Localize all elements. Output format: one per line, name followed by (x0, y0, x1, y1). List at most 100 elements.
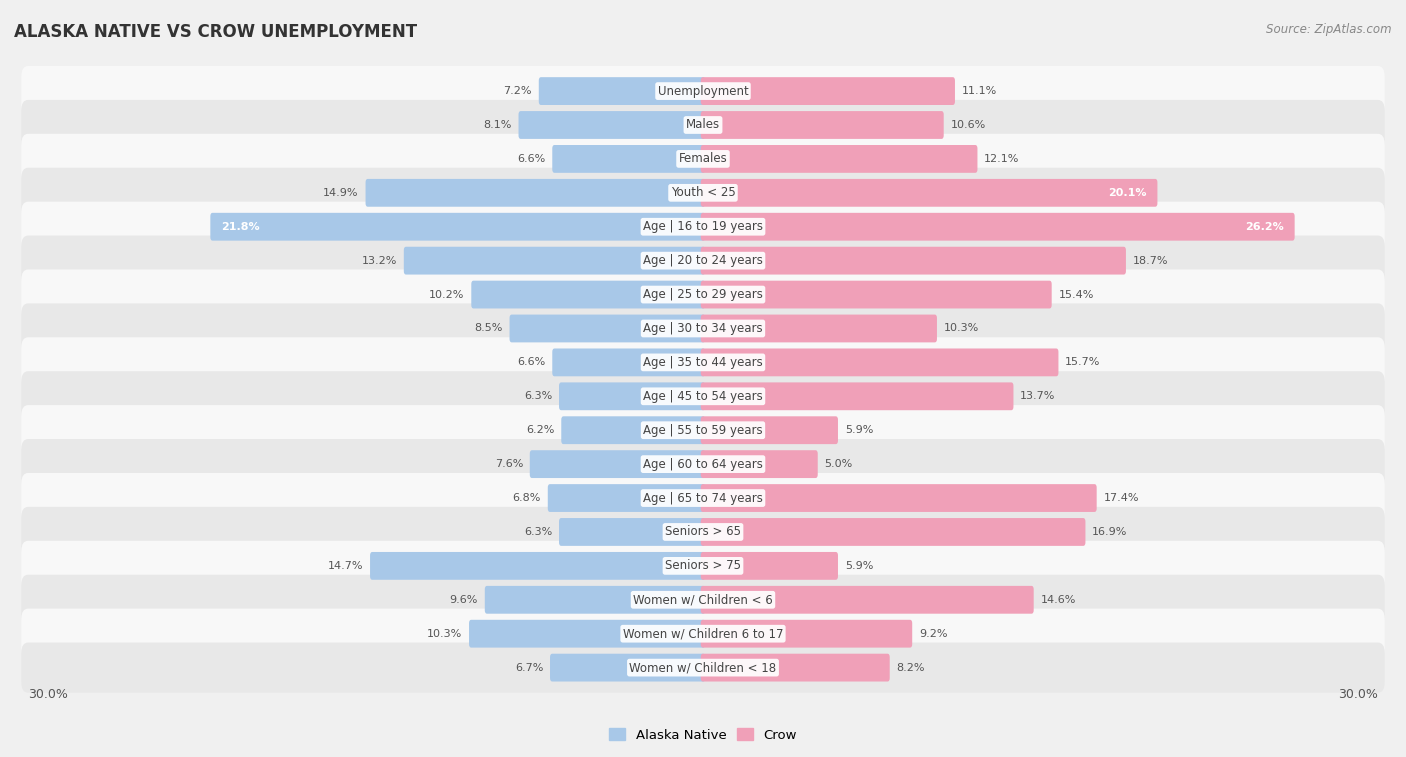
FancyBboxPatch shape (21, 100, 1385, 150)
Text: 6.3%: 6.3% (524, 527, 553, 537)
FancyBboxPatch shape (21, 473, 1385, 523)
Legend: Alaska Native, Crow: Alaska Native, Crow (605, 723, 801, 747)
Text: 30.0%: 30.0% (28, 687, 67, 700)
Text: 12.1%: 12.1% (984, 154, 1019, 164)
Text: 14.6%: 14.6% (1040, 595, 1076, 605)
Text: Age | 30 to 34 years: Age | 30 to 34 years (643, 322, 763, 335)
FancyBboxPatch shape (21, 609, 1385, 659)
FancyBboxPatch shape (700, 179, 1157, 207)
FancyBboxPatch shape (21, 575, 1385, 625)
Text: 6.3%: 6.3% (524, 391, 553, 401)
FancyBboxPatch shape (21, 235, 1385, 285)
Text: 7.2%: 7.2% (503, 86, 531, 96)
Text: 15.4%: 15.4% (1059, 290, 1094, 300)
FancyBboxPatch shape (211, 213, 706, 241)
FancyBboxPatch shape (21, 304, 1385, 354)
FancyBboxPatch shape (509, 315, 706, 342)
FancyBboxPatch shape (550, 654, 706, 681)
Text: Source: ZipAtlas.com: Source: ZipAtlas.com (1267, 23, 1392, 36)
Text: 11.1%: 11.1% (962, 86, 997, 96)
Text: Unemployment: Unemployment (658, 85, 748, 98)
Text: 7.6%: 7.6% (495, 459, 523, 469)
Text: 5.0%: 5.0% (824, 459, 852, 469)
Text: Women w/ Children < 18: Women w/ Children < 18 (630, 661, 776, 674)
Text: 10.3%: 10.3% (427, 629, 463, 639)
FancyBboxPatch shape (700, 213, 1295, 241)
Text: Seniors > 65: Seniors > 65 (665, 525, 741, 538)
FancyBboxPatch shape (700, 484, 1097, 512)
FancyBboxPatch shape (519, 111, 706, 139)
FancyBboxPatch shape (560, 382, 706, 410)
Text: 6.7%: 6.7% (515, 662, 543, 673)
FancyBboxPatch shape (700, 552, 838, 580)
FancyBboxPatch shape (700, 247, 1126, 275)
Text: 26.2%: 26.2% (1244, 222, 1284, 232)
Text: 9.6%: 9.6% (450, 595, 478, 605)
FancyBboxPatch shape (700, 416, 838, 444)
Text: Women w/ Children 6 to 17: Women w/ Children 6 to 17 (623, 628, 783, 640)
Text: Age | 55 to 59 years: Age | 55 to 59 years (643, 424, 763, 437)
FancyBboxPatch shape (700, 382, 1014, 410)
Text: 6.8%: 6.8% (513, 493, 541, 503)
Text: Age | 16 to 19 years: Age | 16 to 19 years (643, 220, 763, 233)
Text: 6.6%: 6.6% (517, 357, 546, 367)
Text: 10.6%: 10.6% (950, 120, 986, 130)
FancyBboxPatch shape (21, 134, 1385, 184)
Text: 9.2%: 9.2% (920, 629, 948, 639)
Text: Age | 25 to 29 years: Age | 25 to 29 years (643, 288, 763, 301)
Text: 14.9%: 14.9% (323, 188, 359, 198)
Text: 30.0%: 30.0% (1339, 687, 1378, 700)
FancyBboxPatch shape (700, 145, 977, 173)
Text: 8.5%: 8.5% (474, 323, 503, 334)
FancyBboxPatch shape (700, 586, 1033, 614)
Text: 10.2%: 10.2% (429, 290, 464, 300)
FancyBboxPatch shape (21, 405, 1385, 455)
Text: Seniors > 75: Seniors > 75 (665, 559, 741, 572)
Text: 10.3%: 10.3% (943, 323, 979, 334)
FancyBboxPatch shape (700, 111, 943, 139)
Text: 21.8%: 21.8% (222, 222, 260, 232)
FancyBboxPatch shape (21, 371, 1385, 422)
Text: 8.1%: 8.1% (484, 120, 512, 130)
FancyBboxPatch shape (560, 518, 706, 546)
Text: Males: Males (686, 119, 720, 132)
FancyBboxPatch shape (21, 269, 1385, 319)
Text: Age | 45 to 54 years: Age | 45 to 54 years (643, 390, 763, 403)
FancyBboxPatch shape (700, 450, 818, 478)
FancyBboxPatch shape (21, 338, 1385, 388)
FancyBboxPatch shape (553, 145, 706, 173)
Text: 14.7%: 14.7% (328, 561, 363, 571)
Text: 16.9%: 16.9% (1092, 527, 1128, 537)
FancyBboxPatch shape (700, 77, 955, 105)
Text: Age | 60 to 64 years: Age | 60 to 64 years (643, 458, 763, 471)
FancyBboxPatch shape (21, 201, 1385, 252)
Text: 5.9%: 5.9% (845, 425, 873, 435)
FancyBboxPatch shape (404, 247, 706, 275)
FancyBboxPatch shape (21, 643, 1385, 693)
Text: 17.4%: 17.4% (1104, 493, 1139, 503)
FancyBboxPatch shape (700, 518, 1085, 546)
FancyBboxPatch shape (21, 507, 1385, 557)
Text: 6.2%: 6.2% (526, 425, 554, 435)
FancyBboxPatch shape (471, 281, 706, 308)
FancyBboxPatch shape (538, 77, 706, 105)
FancyBboxPatch shape (700, 654, 890, 681)
FancyBboxPatch shape (700, 315, 936, 342)
FancyBboxPatch shape (700, 348, 1059, 376)
Text: 13.7%: 13.7% (1021, 391, 1056, 401)
Text: 15.7%: 15.7% (1066, 357, 1101, 367)
Text: 18.7%: 18.7% (1133, 256, 1168, 266)
FancyBboxPatch shape (530, 450, 706, 478)
Text: Age | 65 to 74 years: Age | 65 to 74 years (643, 491, 763, 505)
Text: 13.2%: 13.2% (361, 256, 396, 266)
FancyBboxPatch shape (700, 620, 912, 647)
FancyBboxPatch shape (548, 484, 706, 512)
FancyBboxPatch shape (485, 586, 706, 614)
Text: Youth < 25: Youth < 25 (671, 186, 735, 199)
FancyBboxPatch shape (21, 66, 1385, 116)
FancyBboxPatch shape (553, 348, 706, 376)
Text: 6.6%: 6.6% (517, 154, 546, 164)
Text: Age | 20 to 24 years: Age | 20 to 24 years (643, 254, 763, 267)
FancyBboxPatch shape (21, 540, 1385, 591)
FancyBboxPatch shape (21, 439, 1385, 489)
